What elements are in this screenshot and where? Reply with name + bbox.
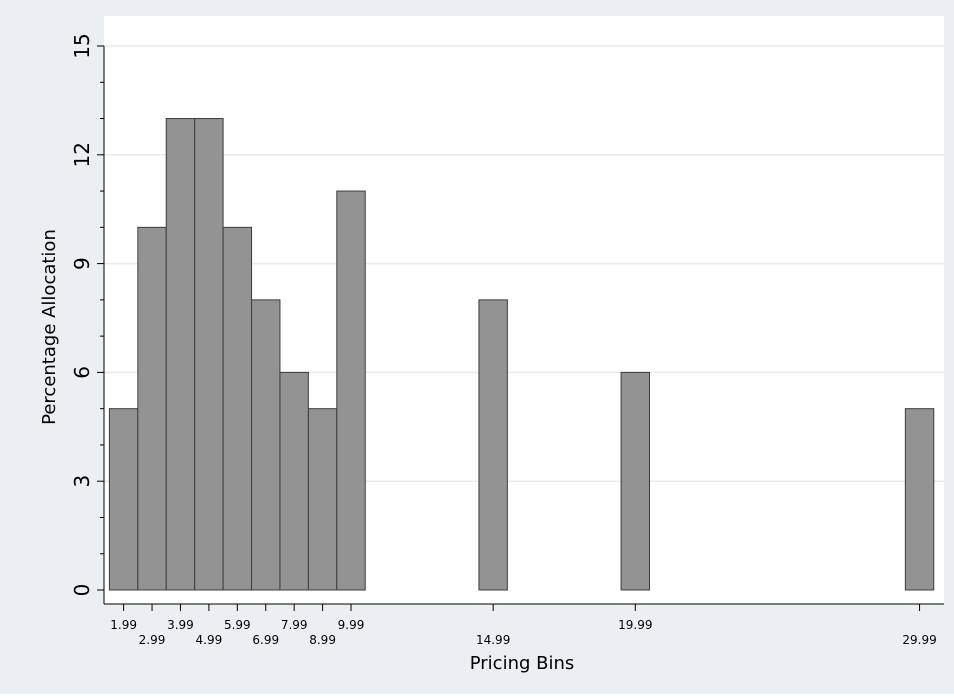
y-tick-label: 3 (70, 475, 94, 488)
y-tick-label: 15 (70, 33, 94, 58)
x-tick-label: 6.99 (252, 633, 279, 647)
x-tick-label: 9.99 (338, 618, 365, 632)
bar (620, 371, 651, 591)
bar (222, 226, 253, 591)
y-tick-label: 0 (70, 584, 94, 597)
bar (478, 299, 508, 591)
y-tick-label: 6 (70, 366, 94, 379)
x-tick-label: 14.99 (476, 633, 510, 647)
bars (108, 118, 935, 591)
x-tick-label: 1.99 (110, 618, 137, 632)
x-axis-title: Pricing Bins (470, 653, 575, 674)
y-tick-label: 12 (70, 142, 94, 167)
bar (307, 408, 338, 591)
x-tick-label: 4.99 (196, 633, 223, 647)
y-tick-label: 9 (70, 257, 94, 270)
bar (904, 408, 935, 591)
x-tick-label: 8.99 (309, 633, 336, 647)
x-tick-label: 29.99 (902, 633, 936, 647)
bar (251, 299, 281, 591)
x-tick-label: 2.99 (139, 633, 166, 647)
bar (279, 371, 309, 591)
y-axis-title: Percentage Allocation (39, 229, 60, 425)
axes: 0 3 6 9 12 15 1.992.993.994.995.996.997.998.99… (70, 33, 944, 647)
bar (137, 226, 167, 591)
bar (165, 118, 196, 591)
bar (108, 408, 139, 591)
bar (194, 118, 224, 591)
x-tick-label: 7.99 (281, 618, 308, 632)
x-tick-label: 3.99 (167, 618, 194, 632)
x-tick-label: 19.99 (618, 618, 652, 632)
bar (336, 190, 366, 591)
x-tick-label: 5.99 (224, 618, 251, 632)
